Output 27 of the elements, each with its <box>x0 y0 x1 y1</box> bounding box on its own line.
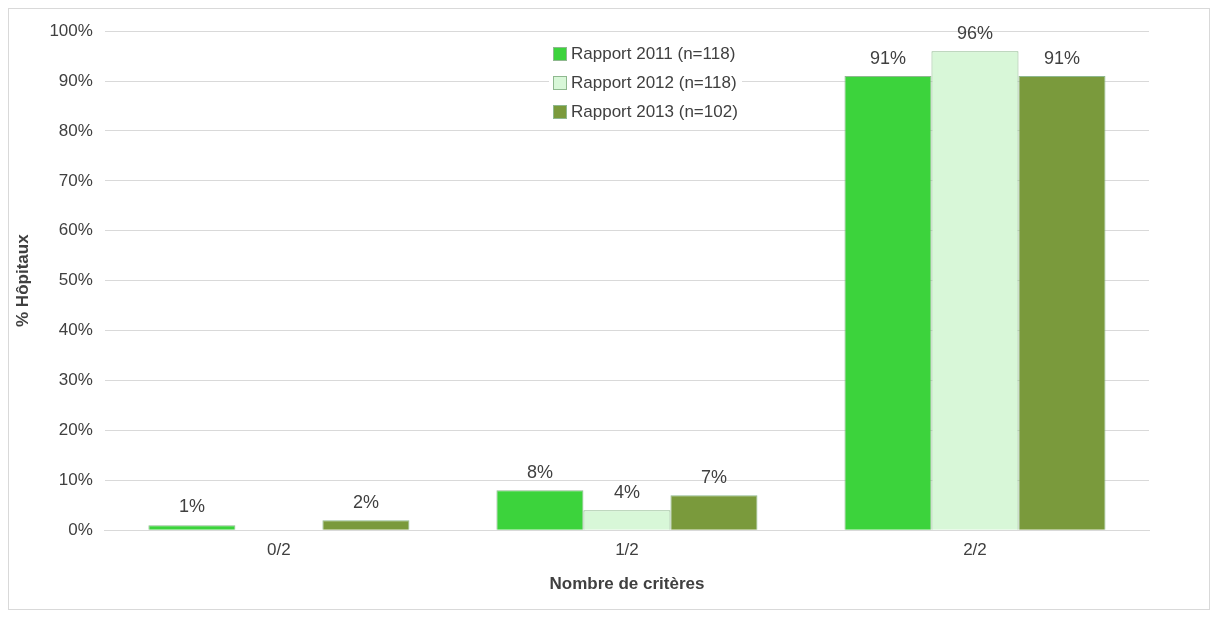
y-tick-label: 40% <box>58 320 93 340</box>
data-label: 1% <box>178 495 205 516</box>
y-tick-label: 70% <box>58 170 93 190</box>
legend-label: Rapport 2011 (n=118) <box>571 43 736 65</box>
y-tick-label: 50% <box>58 270 93 290</box>
data-label: 7% <box>700 467 727 488</box>
data-label: 91% <box>869 48 906 69</box>
y-tick-label: 100% <box>49 20 93 40</box>
y-tick-label: 20% <box>58 420 93 440</box>
y-tick-label: 80% <box>58 120 93 140</box>
data-label: 2% <box>352 492 379 513</box>
data-label: 4% <box>613 482 640 503</box>
y-tick-label: 60% <box>58 220 93 240</box>
data-label: 96% <box>956 23 993 44</box>
y-axis-title: % Hôpitaux <box>12 233 32 327</box>
legend-label: Rapport 2012 (n=118) <box>571 72 737 94</box>
y-tick-label: 30% <box>58 370 93 390</box>
legend-label: Rapport 2013 (n=102) <box>571 101 738 123</box>
data-label: 8% <box>526 462 553 483</box>
x-tick-label: 1/2 <box>615 540 639 560</box>
y-tick-label: 90% <box>58 70 93 90</box>
x-axis-title: Nombre de critères <box>549 574 705 594</box>
y-tick-label: 0% <box>68 519 93 539</box>
x-tick-label: 2/2 <box>963 540 987 560</box>
x-tick-label: 0/2 <box>267 540 291 560</box>
data-label: 91% <box>1043 48 1081 69</box>
y-tick-label: 10% <box>58 469 93 489</box>
